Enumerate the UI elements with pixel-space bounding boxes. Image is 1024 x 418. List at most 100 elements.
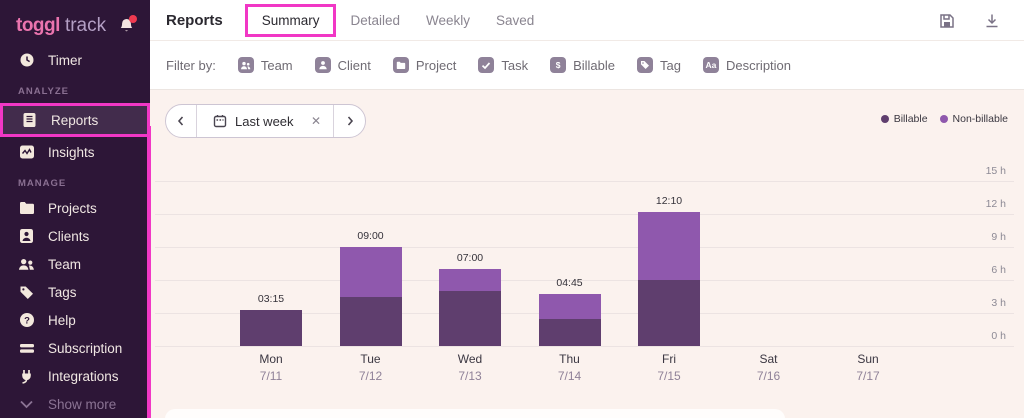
- sidebar-item-clients[interactable]: Clients: [0, 223, 150, 249]
- sidebar-item-label: Timer: [48, 52, 82, 68]
- folder-icon: [392, 57, 409, 73]
- date-range-value: Last week: [235, 113, 294, 129]
- sidebar-item-projects[interactable]: Projects: [0, 195, 150, 221]
- filter-label: Task: [501, 57, 529, 73]
- download-icon[interactable]: [983, 12, 1000, 29]
- sidebar-item-team[interactable]: Team: [0, 251, 150, 277]
- tag-icon: [18, 284, 35, 301]
- sidebar-item-insights[interactable]: Insights: [0, 139, 150, 165]
- sidebar-item-label: Tags: [48, 284, 77, 300]
- filter-label: Tag: [660, 57, 681, 73]
- sidebar-item-timer[interactable]: Timer: [0, 47, 150, 73]
- bar-billable-tue[interactable]: [339, 296, 402, 346]
- person-icon: [314, 57, 331, 73]
- tag-icon: [637, 57, 654, 73]
- gridline: [155, 346, 1014, 347]
- legend-dot: [939, 115, 948, 123]
- sidebar-item-subscription[interactable]: Subscription: [0, 335, 150, 361]
- bar-nonbillable-tue[interactable]: [339, 247, 402, 297]
- filter-tag[interactable]: Tag: [637, 57, 681, 73]
- calendar-icon: [213, 114, 227, 128]
- date-range-button[interactable]: Last week ✕: [197, 105, 334, 137]
- annotation-sidebar-line: [147, 126, 151, 418]
- legend-billable[interactable]: Billable: [880, 113, 928, 125]
- report-tabs: Summary Detailed Weekly Saved: [244, 3, 561, 37]
- chevron-down-icon: [18, 396, 35, 413]
- y-axis-tick: 6 h: [991, 264, 1006, 276]
- sidebar-item-label: Help: [48, 312, 76, 328]
- sidebar-item-label: Projects: [48, 200, 97, 216]
- x-axis-date: 7/17: [856, 369, 880, 383]
- svg-text:?: ?: [24, 315, 30, 326]
- sidebar-item-help[interactable]: ? Help: [0, 307, 150, 333]
- client-icon: [18, 228, 35, 245]
- top-bar: Reports Summary Detailed Weekly Saved: [150, 0, 1024, 41]
- clock-icon: [18, 52, 35, 69]
- bar-nonbillable-fri[interactable]: [638, 212, 700, 280]
- legend-non-billable[interactable]: Non-billable: [939, 113, 1008, 125]
- bar-billable-mon[interactable]: [240, 310, 302, 346]
- sidebar-item-tags[interactable]: Tags: [0, 279, 150, 305]
- x-axis-day: Tue: [360, 352, 381, 366]
- y-axis-tick: 15 h: [985, 165, 1006, 177]
- x-axis-date: 7/14: [557, 369, 582, 383]
- bar-billable-thu[interactable]: [538, 318, 601, 346]
- filter-project[interactable]: Project: [392, 57, 457, 73]
- filter-bar: Filter by: Team Client Project Task $ Billabl…: [150, 41, 1024, 90]
- bar-total-label: 03:15: [257, 293, 285, 306]
- page-title: Reports: [166, 11, 223, 29]
- sidebar-item-label: Subscription: [48, 340, 123, 356]
- x-axis-date: 7/11: [259, 369, 283, 383]
- sidebar-item-reports[interactable]: Reports: [0, 103, 150, 137]
- x-axis-day: Thu: [559, 352, 580, 366]
- bar-billable-wed[interactable]: [439, 291, 501, 346]
- sidebar-item-label: Integrations: [48, 368, 119, 384]
- x-axis-date: 7/15: [657, 369, 681, 383]
- x-axis-day: Sat: [759, 352, 778, 366]
- notification-badge: [129, 15, 137, 23]
- filter-chips: Team Client Project Task $ Billable Tag Aa Descr…: [237, 57, 813, 73]
- logo-toggl: toggl: [16, 15, 60, 36]
- filter-description[interactable]: Aa Description: [702, 57, 791, 73]
- bar-nonbillable-thu[interactable]: [538, 293, 601, 319]
- sidebar-item-label: Show more: [48, 396, 117, 412]
- sidebar-item-label: Insights: [48, 144, 95, 160]
- tab-weekly[interactable]: Weekly: [425, 12, 470, 28]
- filter-label: Billable: [573, 57, 616, 73]
- x-axis-date: 7/16: [756, 369, 781, 383]
- folder-icon: [18, 200, 35, 217]
- filter-task[interactable]: Task: [478, 57, 528, 73]
- sidebar-item-show-more[interactable]: Show more: [0, 391, 150, 417]
- filter-label: Project: [415, 57, 457, 73]
- y-axis-tick: 12 h: [985, 198, 1006, 210]
- date-next-button[interactable]: [334, 105, 365, 137]
- clear-date-icon[interactable]: ✕: [310, 114, 321, 128]
- sidebar-item-label: Clients: [48, 228, 90, 244]
- filter-client[interactable]: Client: [314, 57, 371, 73]
- reports-icon: [21, 112, 38, 129]
- bar-billable-fri[interactable]: [638, 280, 700, 346]
- filter-label: Team: [260, 57, 293, 73]
- filter-billable[interactable]: $ Billable: [550, 57, 615, 73]
- tab-detailed[interactable]: Detailed: [350, 12, 400, 28]
- bar-nonbillable-wed[interactable]: [439, 269, 501, 291]
- date-range-picker: Last week ✕: [165, 104, 366, 138]
- legend-dot: [880, 115, 889, 123]
- logo: toggl track: [0, 0, 150, 47]
- legend-label: Non-billable: [952, 113, 1008, 125]
- tab-saved[interactable]: Saved: [496, 12, 535, 28]
- save-icon[interactable]: [938, 12, 955, 29]
- date-prev-button[interactable]: [166, 105, 197, 137]
- Aa-icon: Aa: [702, 57, 719, 73]
- x-axis-day: Mon: [259, 352, 283, 366]
- insights-icon: [18, 144, 35, 161]
- plug-icon: [18, 368, 35, 385]
- sidebar-item-integrations[interactable]: Integrations: [0, 363, 150, 389]
- tab-summary[interactable]: Summary: [244, 3, 337, 37]
- filter-team[interactable]: Team: [237, 57, 293, 73]
- sidebar-nav: Timer ANALYZE Reports Insights MANAGE Project…: [0, 47, 150, 417]
- check-icon: [478, 57, 495, 73]
- notification-bell-icon[interactable]: [118, 15, 137, 35]
- logo-track: track: [64, 15, 107, 36]
- sidebar-item-label: Reports: [51, 112, 99, 128]
